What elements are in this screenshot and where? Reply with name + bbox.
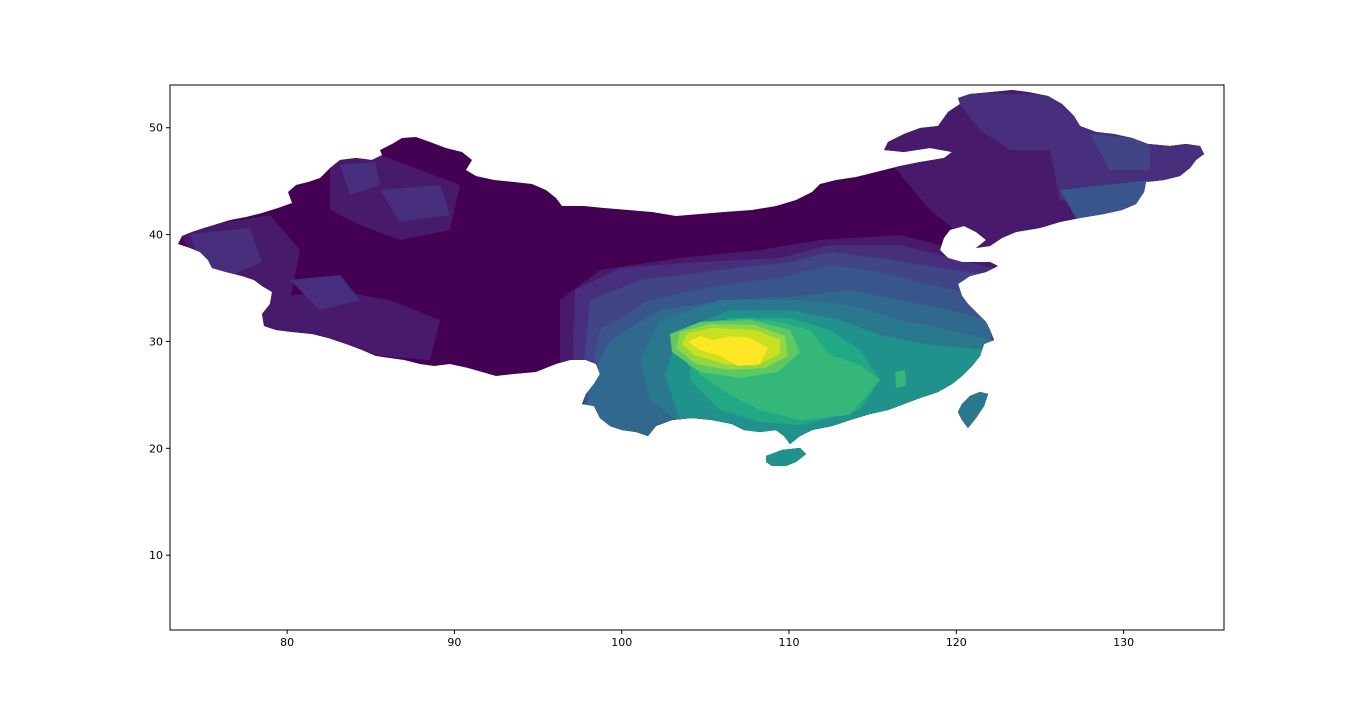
contour-level-9: [895, 370, 906, 388]
contour-level-2: [290, 275, 360, 310]
contour-level-3: [1090, 134, 1150, 170]
x-tick-label: 100: [611, 636, 632, 649]
x-tick-label: 90: [447, 636, 461, 649]
axes-frame: [169, 84, 1225, 631]
x-tick-label: 130: [1113, 636, 1134, 649]
x-tick-label: 120: [946, 636, 967, 649]
y-tick-label: 50: [149, 122, 163, 135]
x-tick-label: 110: [779, 636, 800, 649]
x-tick-label: 80: [280, 636, 294, 649]
contour-level-2: [340, 162, 380, 195]
contour-level-2: [380, 185, 450, 222]
y-tick-label: 10: [149, 549, 163, 562]
y-tick-label: 30: [149, 335, 163, 348]
y-tick-label: 40: [149, 229, 163, 242]
x-axis: 80 90 100 110 120 130: [280, 630, 1134, 649]
y-axis: 10 20 30 40 50: [149, 122, 170, 562]
y-tick-label: 20: [149, 442, 163, 455]
contour-level-13: [688, 336, 768, 366]
contour-level-1: [262, 290, 440, 360]
